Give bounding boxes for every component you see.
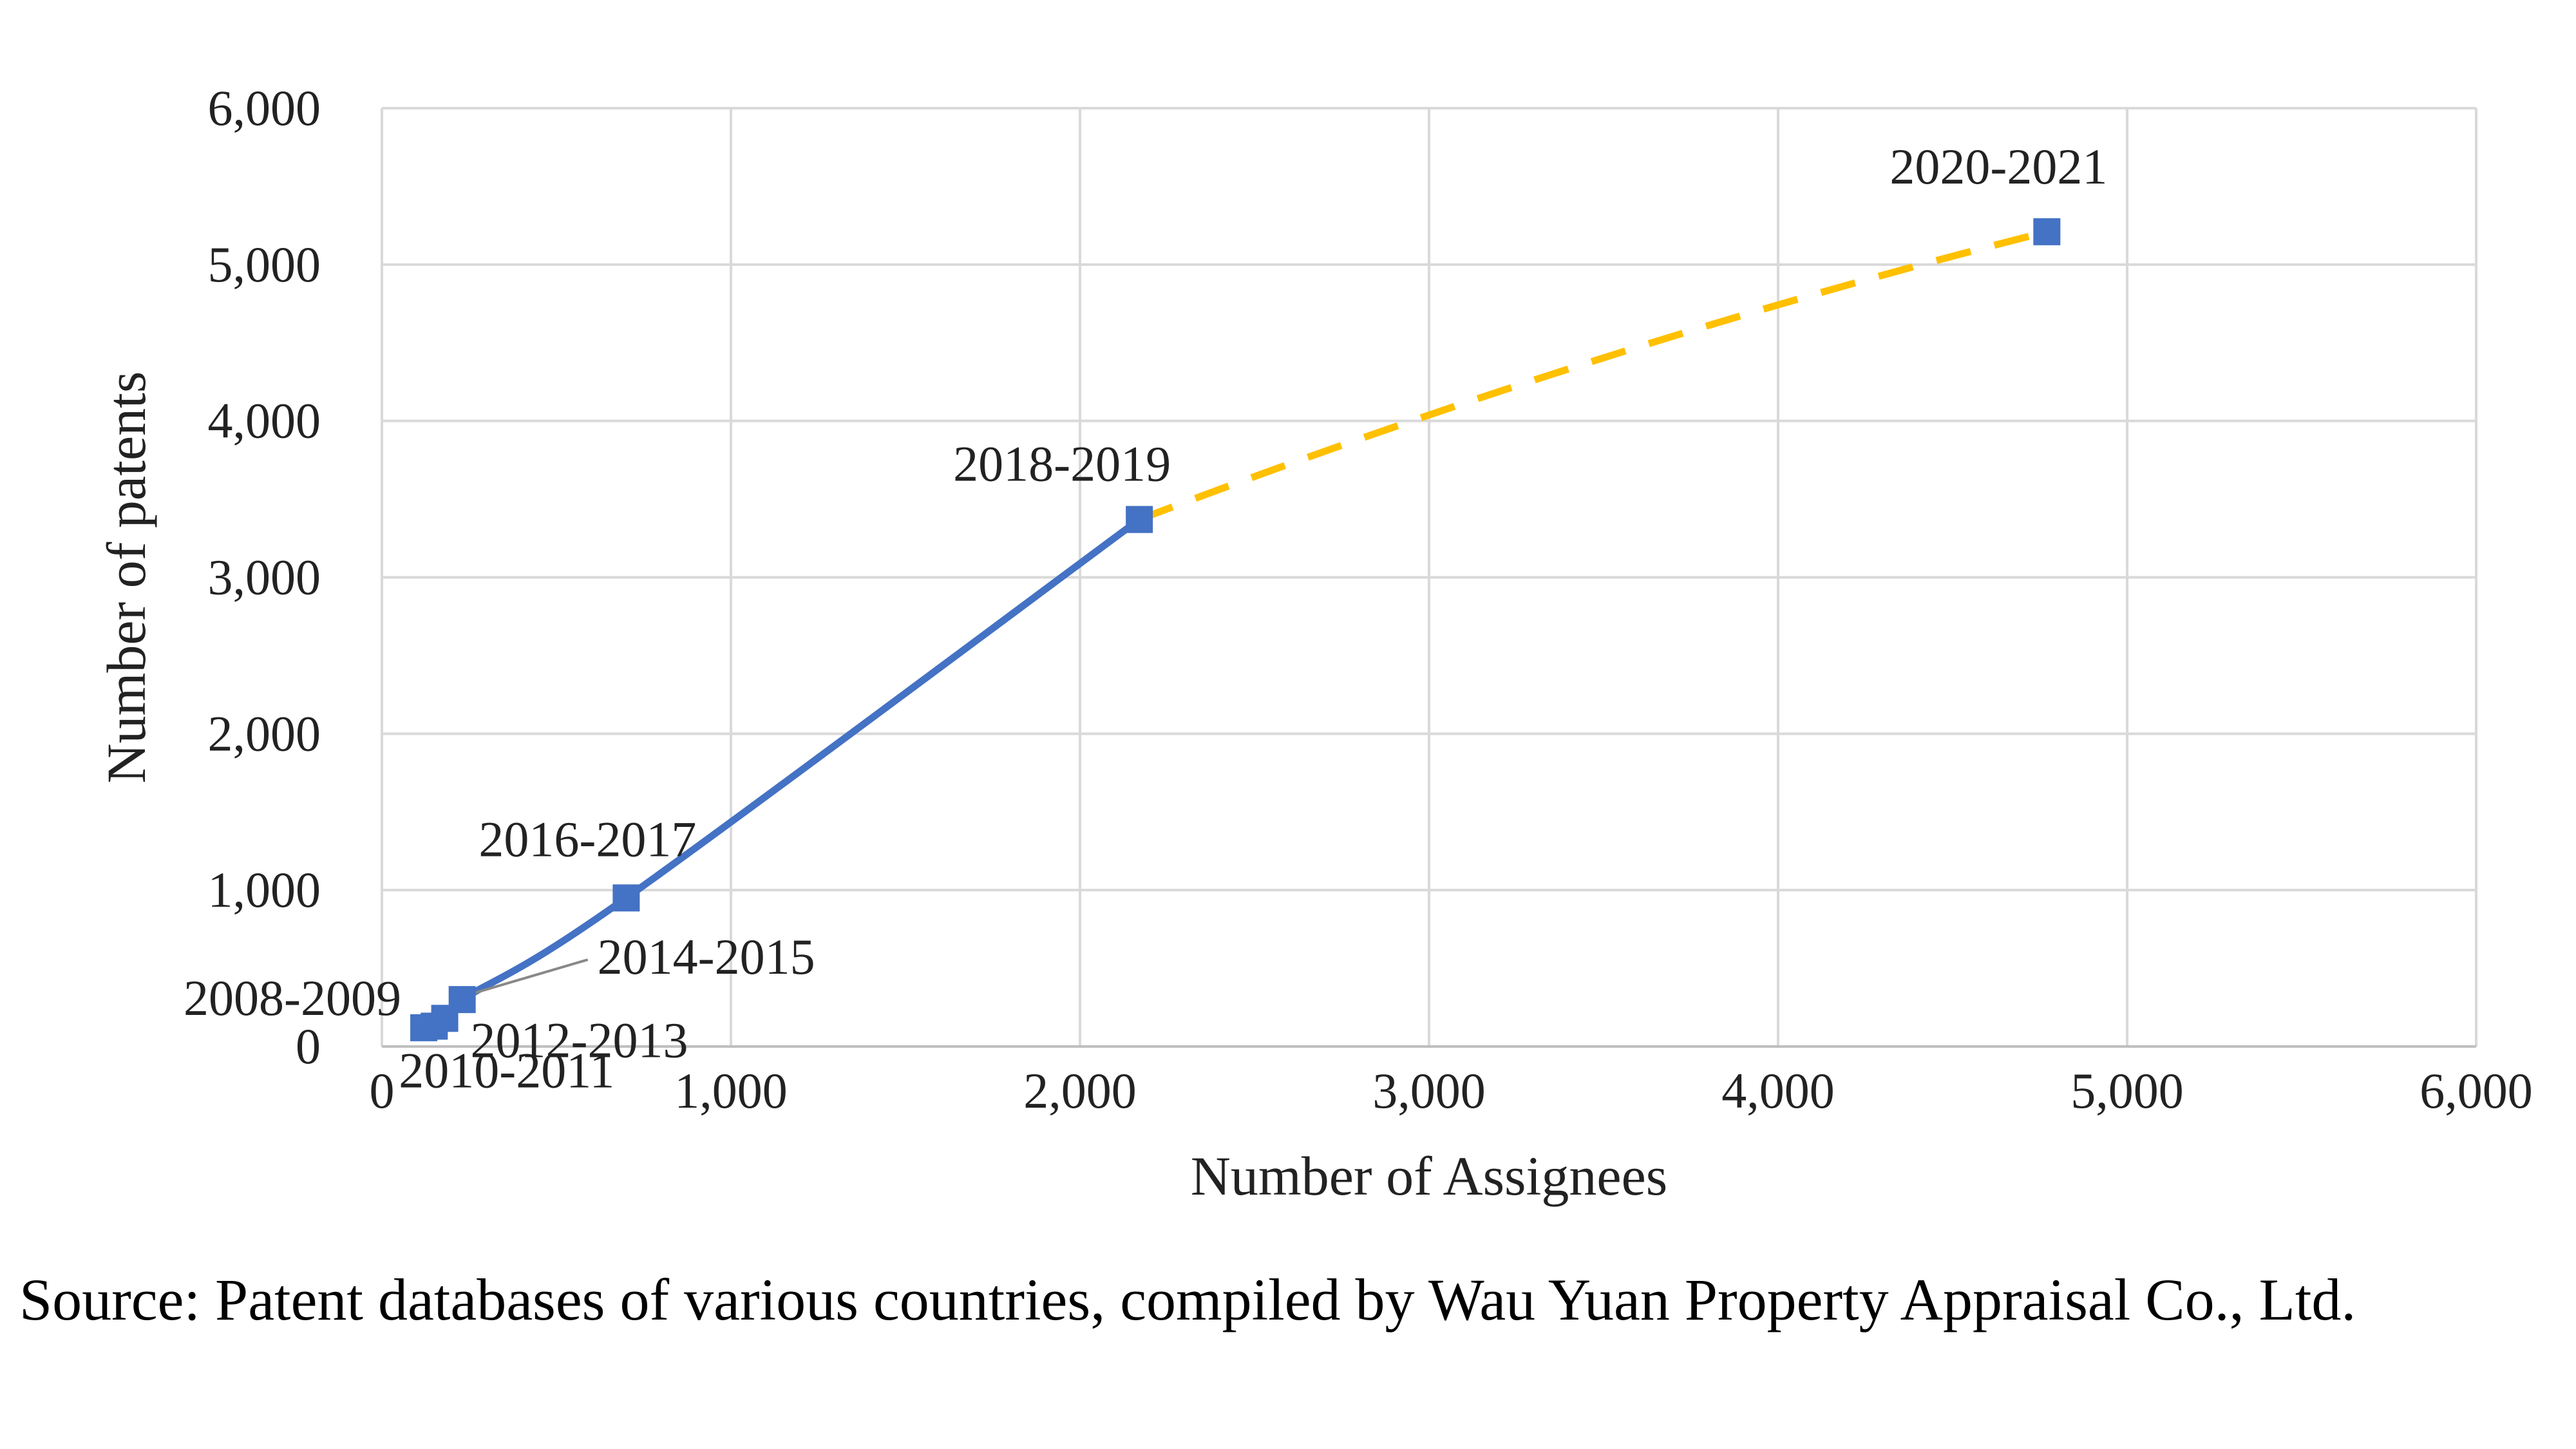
point-label-2016-2017: 2016-2017 [478, 811, 696, 867]
y-axis-title: Number of patents [95, 371, 157, 783]
source-note: Source: Patent databases of various coun… [19, 1267, 2356, 1332]
point-label-2008-2009: 2008-2009 [184, 970, 401, 1026]
x-axis-ticks: 0 1,000 2,000 3,000 4,000 5,000 6,000 [370, 1063, 2533, 1119]
point-label-2014-2015: 2014-2015 [598, 929, 815, 985]
data-point-2018-2019 [1126, 506, 1153, 533]
point-label-2010-2011: 2010-2011 [399, 1042, 614, 1098]
x-tick-label: 1,000 [674, 1063, 788, 1119]
data-point-2016-2017 [612, 884, 640, 912]
x-tick-label: 3,000 [1372, 1063, 1486, 1119]
y-tick-label: 6,000 [208, 80, 321, 136]
y-tick-label: 0 [296, 1018, 321, 1074]
y-tick-label: 3,000 [208, 549, 321, 605]
data-point-2020-2021 [2033, 218, 2061, 245]
leader-line-2014-2015 [473, 958, 589, 995]
x-tick-label: 4,000 [1721, 1063, 1835, 1119]
data-point-2014-2015 [448, 986, 476, 1014]
chart: 0 1,000 2,000 3,000 4,000 5,000 6,000 0 1,000 2,… [95, 80, 2533, 1207]
x-tick-label: 2,000 [1023, 1063, 1137, 1119]
x-axis-title: Number of Assignees [1191, 1145, 1667, 1207]
point-label-2018-2019: 2018-2019 [953, 436, 1171, 492]
data-points [410, 218, 2061, 1041]
x-tick-label: 0 [370, 1063, 395, 1119]
y-tick-label: 4,000 [208, 393, 321, 449]
y-tick-label: 2,000 [208, 705, 321, 761]
point-label-2012-2013: 2012-2013 [471, 1012, 688, 1068]
y-tick-label: 1,000 [208, 862, 321, 918]
y-tick-label: 5,000 [208, 236, 321, 292]
y-axis-ticks: 0 1,000 2,000 3,000 4,000 5,000 6,000 [208, 80, 321, 1074]
x-tick-label: 6,000 [2420, 1063, 2533, 1119]
point-label-2020-2021: 2020-2021 [1889, 138, 2107, 194]
x-tick-label: 5,000 [2070, 1063, 2184, 1119]
series-line-dashed [1138, 228, 2048, 523]
chart-grid [381, 107, 2477, 1048]
